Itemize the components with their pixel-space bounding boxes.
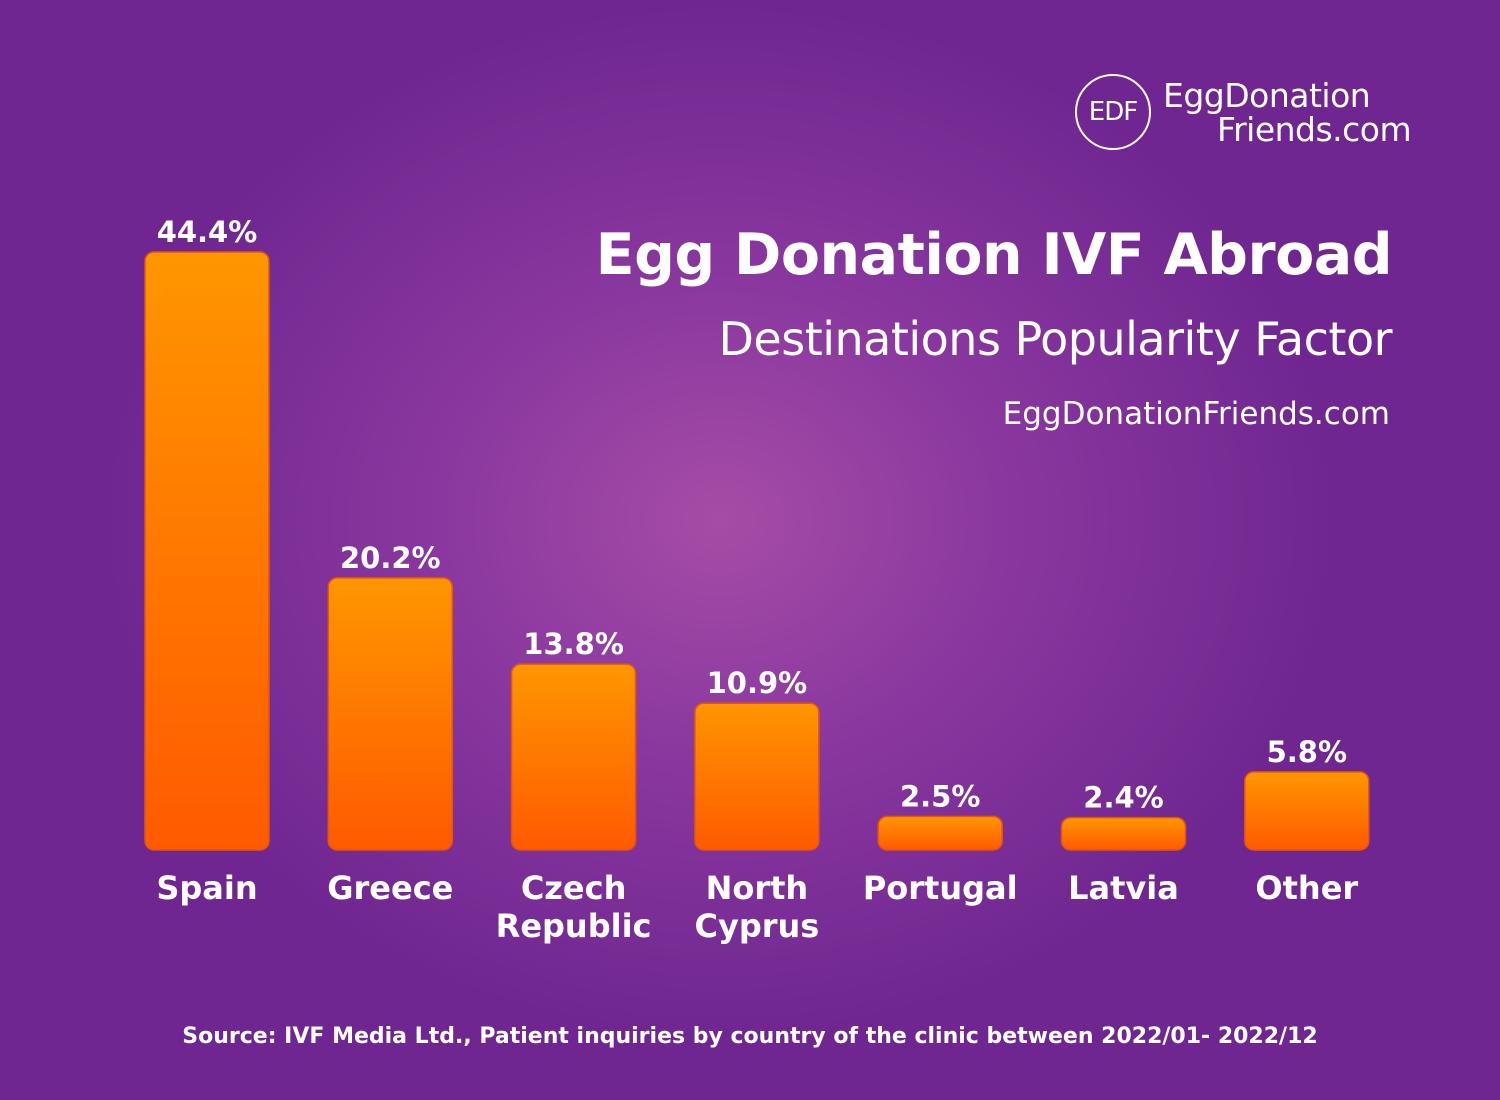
website-label: EggDonationFriends.com [1002,396,1390,432]
category-label-line: Spain [156,869,257,907]
bar-other [1244,771,1370,851]
category-label-line: Republic [496,907,652,945]
brand-logo[interactable]: EDF EggDonation Friends.com [1075,74,1412,150]
value-label: 44.4% [157,215,258,249]
bar-north-cyprus [694,702,820,851]
value-label: 10.9% [707,666,808,700]
category-label: North Cyprus [694,869,819,945]
category-label: Portugal [863,869,1018,907]
bar-latvia [1060,816,1187,851]
chart-title: Egg Donation IVF Abroad [595,222,1393,288]
logo-line-1: EggDonation [1163,76,1371,115]
bar-portugal [877,815,1003,851]
value-label: 5.8% [1267,735,1347,769]
category-label: Czech Republic [496,869,652,945]
value-label: 2.5% [900,779,980,813]
category-label-line: Latvia [1068,869,1179,907]
value-label: 13.8% [523,627,624,661]
bar-spain [144,251,270,851]
category-label-line: Cyprus [694,907,819,945]
category-label-line: Portugal [863,869,1018,907]
category-label-line: Greece [327,869,453,907]
bars-layer: 44.4% Spain 20.2% Greece 13.8% Czech Republic 1… [144,215,1370,945]
category-label-line: Other [1255,869,1358,907]
value-label: 20.2% [340,541,441,575]
category-label: Greece [327,869,453,907]
bar-czech-republic [510,663,637,851]
category-label: Spain [156,869,257,907]
category-label: Latvia [1068,869,1179,907]
chart-subtitle: Destinations Popularity Factor [718,312,1393,366]
bar-greece [327,577,454,851]
logo-mark: EDF [1075,74,1151,150]
category-label-line: Czech [521,869,627,907]
value-label: 2.4% [1083,781,1163,815]
category-label-line: North [706,869,809,907]
logo-line-2: Friends.com [1217,110,1412,149]
source-note: Source: IVF Media Ltd., Patient inquirie… [182,1024,1318,1049]
category-label: Other [1255,869,1358,907]
